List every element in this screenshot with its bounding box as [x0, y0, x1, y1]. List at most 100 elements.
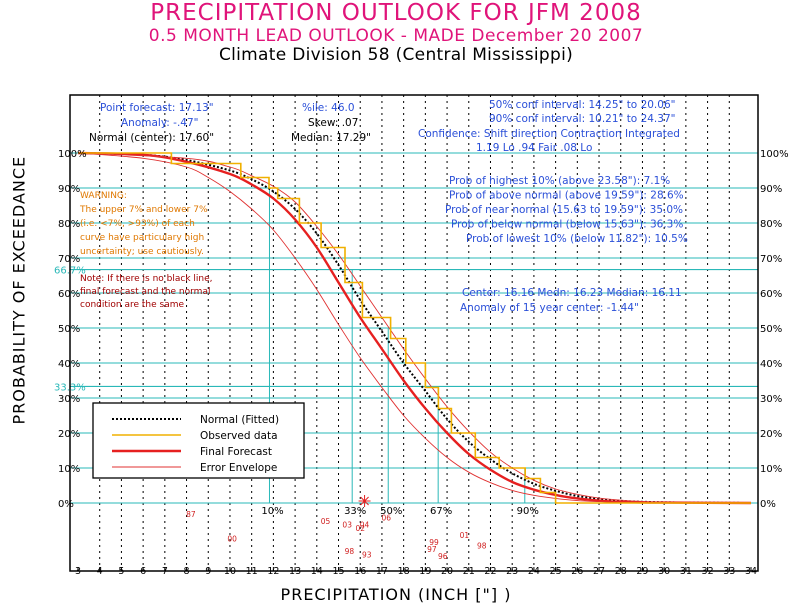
x-tick-label: 33 [723, 566, 735, 577]
x-tick-label: 9 [205, 566, 211, 577]
normal-fitted-line [77, 152, 752, 504]
tercile-label: 33.3% [54, 382, 86, 393]
year-mark: 03 [342, 521, 352, 530]
percentile-stat: %ile: 46.0 [302, 102, 355, 114]
x-tick-label: 19 [419, 566, 431, 577]
note-line: Note: If there is no black line, [80, 274, 213, 284]
x-axis-label: PRECIPITATION (INCH ["] ) [280, 585, 512, 604]
x-tick-label: 22 [484, 566, 496, 577]
y-tick-label-left: 90% [58, 184, 80, 195]
year-mark: 06 [382, 514, 392, 523]
legend-label-final: Final Forecast [200, 446, 272, 458]
y-tick-label-left: 80% [58, 219, 80, 230]
median-stat: Median: 17.29" [291, 132, 371, 144]
x-tick-label: 5 [118, 566, 124, 577]
point-forecast: Point forecast: 17.13" [100, 102, 214, 114]
legend-label-envelope: Error Envelope [200, 462, 277, 474]
anomaly: Anomaly: -.47" [121, 117, 198, 129]
percentile-label: 10% [261, 506, 283, 517]
year-mark: 87 [186, 510, 196, 519]
prob-line: Prob of below normal (below 15.63"): 36.… [451, 219, 683, 231]
tercile-label: 66.7% [54, 266, 86, 277]
x-tick-label: 21 [463, 566, 475, 577]
year-mark: 97 [427, 545, 437, 554]
year-mark: 98 [345, 547, 355, 556]
year-mark: 04 [360, 521, 370, 530]
note-line: condition are the same [80, 300, 184, 310]
x-tick-label: 30 [658, 566, 670, 577]
y-tick-label-left: 0% [58, 499, 74, 510]
y-tick-label-right: 0% [760, 499, 776, 510]
warning-line: WARNING: [80, 191, 127, 201]
x-tick-label: 28 [615, 566, 627, 577]
year-mark: 00 [227, 535, 237, 544]
y-tick-label-left: 30% [58, 394, 80, 405]
percentile-label: 33% [344, 506, 366, 517]
x-tick-label: 6 [140, 566, 146, 577]
confidence-header: Confidence: Shift direction Contraction … [418, 128, 680, 140]
forecast-marker [358, 495, 371, 507]
observed-data-line [78, 152, 751, 504]
x-tick-label: 32 [702, 566, 714, 577]
x-tick-label: 4 [97, 566, 103, 577]
x-tick-label: 24 [528, 566, 540, 577]
chart-subtitle: 0.5 MONTH LEAD OUTLOOK - MADE December 2… [148, 26, 644, 46]
x-tick-label: 8 [184, 566, 190, 577]
year-mark: 93 [362, 550, 372, 559]
y-tick-label-left: 60% [58, 289, 80, 300]
x-tick-label: 31 [680, 566, 692, 577]
y-tick-label-right: 70% [760, 254, 782, 265]
legend-label-observed: Observed data [200, 430, 278, 442]
x-tick-label: 10 [224, 566, 236, 577]
y-tick-label-right: 30% [760, 394, 782, 405]
conf-interval-50: 50% conf interval: 14.25" to 20.06" [489, 99, 675, 111]
x-tick-label: 26 [571, 566, 583, 577]
x-tick-label: 11 [246, 566, 258, 577]
x-tick-label: 29 [636, 566, 648, 577]
x-tick-label: 7 [162, 566, 168, 577]
x-tick-label: 34 [745, 566, 757, 577]
y-tick-label-left: 40% [58, 359, 80, 370]
legend-label-normal: Normal (Fitted) [200, 414, 279, 426]
x-tick-label: 14 [311, 566, 323, 577]
plot-frame [69, 94, 759, 572]
conf-interval-90: 90% conf interval: 10.21" to 24.37" [489, 113, 675, 125]
y-tick-label-right: 50% [760, 324, 782, 335]
anomaly-15yr-line: Anomaly of 15 year center: -1.44" [460, 302, 639, 314]
legend: Normal (Fitted) Observed data Final Foreca… [92, 402, 305, 479]
axes: 3 4 5 6 7 8 9 10 11 12 13 14 15 16 17 18 19 20 21 22 23 24 25 2… [54, 94, 789, 577]
x-tick-label: 18 [398, 566, 410, 577]
skew-stat: Skew: .07 [308, 117, 358, 129]
percentile-label: 90% [517, 506, 539, 517]
grid [70, 95, 758, 571]
percentile-label: 50% [380, 506, 402, 517]
x-tick-label: 20 [441, 566, 453, 577]
annotations: Point forecast: 17.13" Anomaly: -.47" Norm… [79, 99, 688, 314]
warning-line: uncertainty; use cautiously. [80, 247, 204, 257]
confidence-values: 1.19 Lo .94 Fair .08 Lo [476, 142, 592, 154]
y-tick-label-left: 50% [58, 324, 80, 335]
error-envelope-line [77, 152, 752, 504]
prob-line: Prob of above normal (above 19.59"): 28.… [449, 190, 684, 202]
y-tick-label-right: 100% [760, 149, 789, 160]
x-tick-label: 15 [332, 566, 344, 577]
y-tick-label-right: 90% [760, 184, 782, 195]
warning-line: curve have particulary high [80, 233, 204, 243]
year-mark: 99 [429, 538, 439, 547]
x-tick-label: 23 [506, 566, 518, 577]
prob-line: Prob of near normal (15.63 to 19.59"): 3… [445, 204, 683, 216]
x-tick-label: 17 [376, 566, 388, 577]
y-tick-label-right: 80% [760, 219, 782, 230]
percentile-label: 67% [430, 506, 452, 517]
y-tick-label-right: 10% [760, 464, 782, 475]
series-layer [77, 151, 752, 505]
y-tick-label-left: 10% [58, 464, 80, 475]
year-mark: 02 [355, 524, 365, 533]
x-tick-label: 12 [267, 566, 279, 577]
final-forecast-line [77, 151, 752, 505]
legend-box [92, 402, 305, 479]
year-mark: 01 [460, 531, 470, 540]
climate-division-label: Climate Division 58 (Central Mississippi… [218, 45, 574, 65]
